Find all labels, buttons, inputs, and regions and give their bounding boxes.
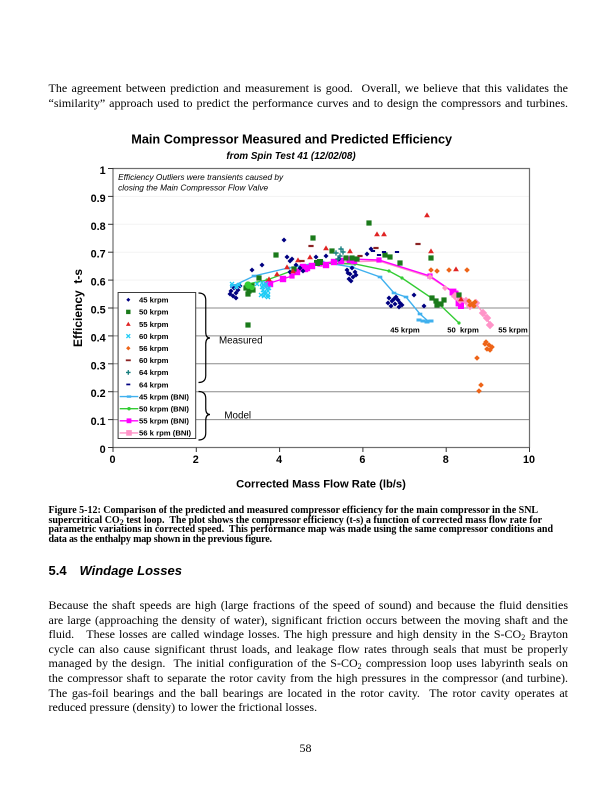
svg-text:Main Compressor Measured and P: Main Compressor Measured and Predicted E… [131, 133, 452, 147]
svg-text:55 krpm (BNI): 55 krpm (BNI) [139, 417, 189, 426]
svg-text:45 krpm (BNI): 45 krpm (BNI) [139, 392, 189, 401]
svg-text:0: 0 [100, 444, 106, 456]
svg-text:Measured: Measured [219, 335, 263, 346]
svg-text:Corrected Mass Flow Rate (lb/s: Corrected Mass Flow Rate (lb/s) [236, 479, 406, 491]
svg-text:10: 10 [523, 454, 535, 466]
svg-text:1: 1 [100, 165, 106, 177]
svg-text:2: 2 [193, 454, 199, 466]
svg-text:Efficiency t-s: Efficiency t-s [71, 269, 85, 347]
svg-text:50 krpm: 50 krpm [139, 308, 169, 317]
svg-text:8: 8 [443, 454, 449, 466]
svg-text:closing the Main Compressor Fl: closing the Main Compressor Flow Valve [118, 182, 268, 192]
svg-text:4: 4 [276, 454, 282, 466]
svg-text:60 krpm: 60 krpm [139, 332, 169, 341]
svg-text:45 krpm: 45 krpm [390, 326, 420, 335]
svg-text:0.2: 0.2 [91, 388, 106, 400]
svg-text:0: 0 [109, 454, 115, 466]
svg-text:60 krpm: 60 krpm [139, 356, 169, 365]
svg-text:56 krpm: 56 krpm [139, 344, 169, 353]
svg-text:55 krpm: 55 krpm [498, 326, 528, 335]
svg-text:64 krpm: 64 krpm [139, 368, 169, 377]
svg-text:Efficiency Outliers were trans: Efficiency Outliers were transients caus… [118, 172, 284, 182]
svg-text:from Spin Test 41 (12/02/08): from Spin Test 41 (12/02/08) [226, 151, 355, 162]
svg-text:0.4: 0.4 [91, 332, 106, 344]
svg-text:55 krpm: 55 krpm [139, 320, 169, 329]
svg-text:6: 6 [359, 454, 365, 466]
svg-text:64 krpm: 64 krpm [139, 380, 169, 389]
svg-text:56 k rpm (BNI): 56 k rpm (BNI) [139, 429, 192, 438]
svg-text:0.7: 0.7 [91, 249, 106, 261]
svg-text:0.8: 0.8 [91, 221, 106, 233]
svg-text:50 krpm: 50 krpm [447, 326, 479, 335]
svg-text:0.1: 0.1 [91, 416, 106, 428]
svg-text:0.9: 0.9 [91, 193, 106, 205]
svg-text:45 krpm: 45 krpm [139, 296, 169, 305]
svg-text:0.3: 0.3 [91, 360, 106, 372]
svg-text:0.5: 0.5 [91, 305, 106, 317]
svg-text:Model: Model [224, 410, 251, 421]
svg-text:50 krpm (BNI): 50 krpm (BNI) [139, 405, 189, 414]
svg-text:0.6: 0.6 [91, 277, 106, 289]
